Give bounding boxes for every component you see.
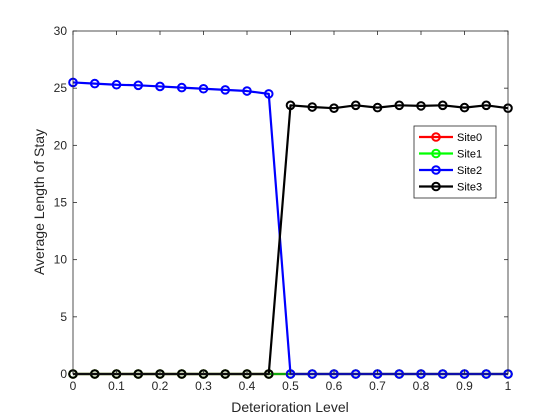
legend-item: Site0 [419,132,482,144]
data-point [111,79,122,90]
data-point [155,81,165,92]
legend-swatch-marker [431,181,441,192]
y-tick-label: 5 [60,310,67,324]
data-point [285,100,296,111]
legend-item: Site3 [419,182,482,194]
y-tick-label: 0 [60,367,67,381]
legend-label: Site3 [457,182,482,194]
data-point [89,78,100,89]
data-point [220,85,231,95]
legend-label: Site2 [457,165,482,177]
data-point [481,100,492,111]
data-point [263,89,274,99]
data-point [329,103,339,113]
x-tick-label: 0.1 [108,379,125,393]
legend-label: Site1 [457,149,482,161]
data-point [372,102,383,113]
x-tick-label: 0.8 [413,379,430,393]
y-tick-label: 20 [54,138,68,152]
y-tick-label: 25 [54,81,68,95]
legend-swatch-marker [431,132,441,142]
data-point [242,86,252,96]
tick-layer: 0 0.1 0.2 0.3 0.4 0.5 0.6 0.7 0.8 0.9 105101520253… [54,24,512,393]
data-point [133,80,144,91]
x-tick-label: 0 [70,379,77,393]
legend-label: Site0 [457,132,482,144]
y-axis-label: Average Length of Stay [31,129,47,275]
x-tick-label: 1 [505,379,512,393]
legend-item: Site2 [419,165,482,177]
data-point [394,100,405,111]
data-point [350,100,361,111]
y-tick-label: 10 [54,253,68,267]
data-point [437,100,448,111]
x-tick-label: 0.5 [282,379,299,393]
x-tick-label: 0.3 [195,379,212,393]
x-tick-label: 0.9 [456,379,473,393]
data-point [459,102,470,113]
y-tick-label: 15 [54,196,68,210]
x-tick-label: 0.6 [326,379,343,393]
legend-swatch-marker [431,165,441,175]
data-point [176,82,187,93]
x-tick-label: 0.2 [152,379,169,393]
data-point [416,101,426,111]
y-tick-label: 30 [54,24,68,38]
data-point [307,102,318,112]
legend-swatch-marker [431,148,441,159]
x-tick-label: 0.4 [239,379,256,393]
x-axis-label: Deterioration Level [231,399,349,415]
legend: Site0 Site1 Site2 Site3 [413,125,497,199]
legend-item: Site1 [419,149,482,161]
plot-area [73,31,508,374]
data-point [198,83,209,94]
x-tick-label: 0.7 [369,379,386,393]
